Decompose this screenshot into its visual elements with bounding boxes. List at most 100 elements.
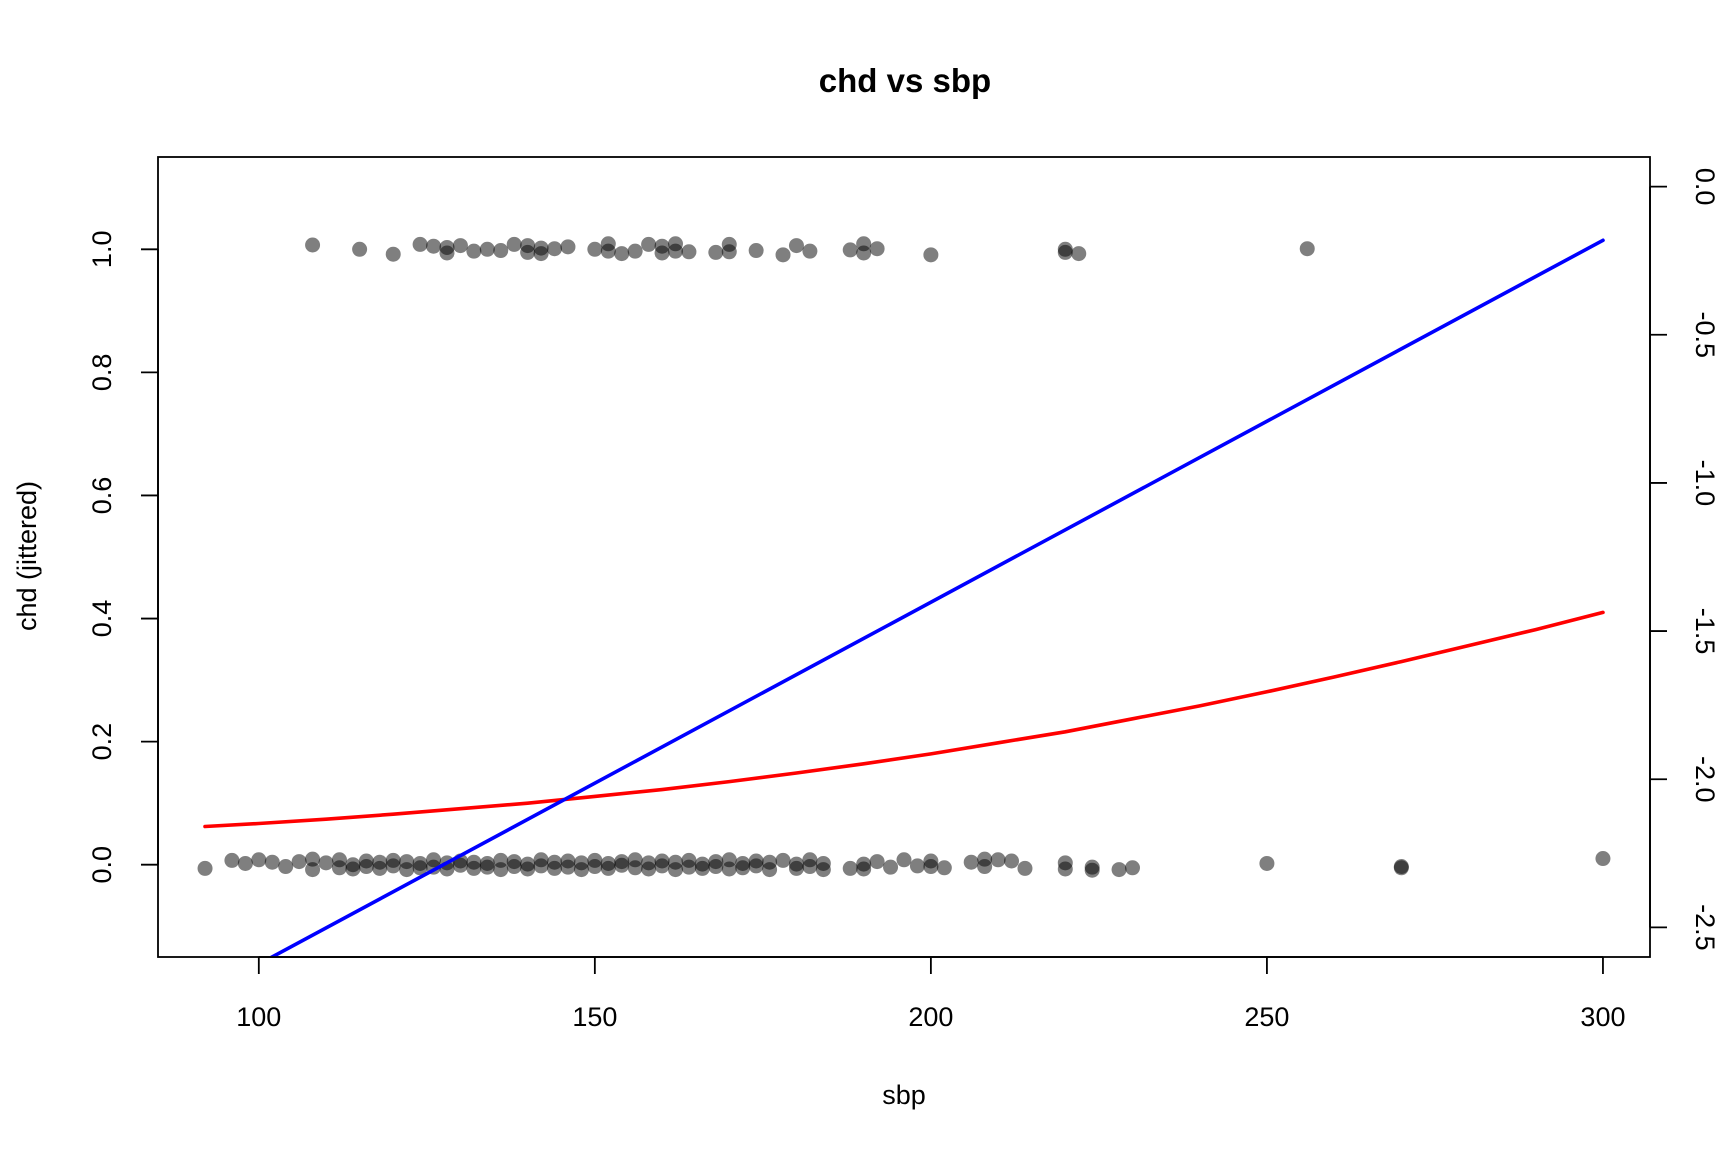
data-point — [869, 241, 885, 257]
data-point — [318, 855, 334, 871]
data-point — [533, 246, 549, 262]
data-point — [1057, 861, 1073, 877]
data-point — [1111, 862, 1127, 878]
data-point — [305, 862, 321, 878]
data-point — [224, 852, 240, 868]
data-point — [869, 854, 885, 870]
y-axis-right: 0.0 -0.5 -1.0 -1.5 -2.0 -2.5 — [1649, 168, 1720, 951]
data-point — [842, 242, 858, 258]
data-point — [426, 238, 442, 254]
data-point — [963, 854, 979, 870]
logit-line — [268, 238, 1605, 957]
data-point — [802, 243, 818, 259]
data-point — [587, 859, 603, 875]
data-point — [735, 860, 751, 876]
data-point — [466, 860, 482, 876]
data-point — [654, 245, 670, 261]
data-point — [291, 854, 307, 870]
data-point — [977, 851, 993, 867]
data-point — [788, 860, 804, 876]
data-point — [641, 861, 657, 877]
data-point — [439, 245, 455, 261]
data-point — [856, 245, 872, 261]
data-point — [331, 852, 347, 868]
data-point — [399, 862, 415, 878]
x-tick-label: 300 — [1580, 1002, 1625, 1032]
data-point — [775, 852, 791, 868]
data-point — [748, 243, 764, 259]
chart-title: chd vs sbp — [819, 62, 991, 99]
data-point — [762, 862, 778, 878]
data-point — [352, 241, 368, 257]
data-point — [681, 859, 697, 875]
data-point — [412, 236, 428, 252]
data-point — [600, 243, 616, 259]
data-point — [923, 247, 939, 263]
data-point — [547, 860, 563, 876]
data-point — [237, 855, 253, 871]
data-point — [614, 857, 630, 873]
y2-tick-label: -1.5 — [1690, 608, 1720, 655]
data-point — [560, 239, 576, 255]
data-point — [694, 860, 710, 876]
data-point — [1259, 855, 1275, 871]
data-point — [990, 852, 1006, 868]
y-tick-label: 0.4 — [87, 600, 117, 638]
x-tick-label: 150 — [572, 1002, 617, 1032]
x-tick-label: 100 — [236, 1002, 281, 1032]
y-tick-label: 0.6 — [87, 477, 117, 515]
data-point — [815, 862, 831, 878]
data-point — [197, 860, 213, 876]
data-point — [896, 852, 912, 868]
data-point — [493, 862, 509, 878]
data-point — [533, 858, 549, 874]
data-point — [251, 852, 267, 868]
data-point — [923, 859, 939, 875]
data-point — [305, 851, 321, 867]
data-point — [479, 241, 495, 257]
data-point — [1595, 851, 1611, 867]
data-point — [667, 243, 683, 259]
data-point — [936, 860, 952, 876]
data-point — [547, 241, 563, 257]
x-tick-label: 250 — [1244, 1002, 1289, 1032]
data-point — [345, 861, 361, 877]
y2-tick-label: -2.5 — [1690, 904, 1720, 951]
y-axis-label: chd (jittered) — [12, 481, 42, 631]
data-point — [856, 861, 872, 877]
data-point — [1125, 860, 1141, 876]
plot-frame — [157, 156, 1651, 958]
data-point — [452, 238, 468, 254]
data-point — [1057, 244, 1073, 260]
y-tick-label: 1.0 — [87, 231, 117, 269]
y-axis-left: 0.0 0.2 0.4 0.6 0.8 1.0 — [87, 231, 159, 884]
data-point — [788, 238, 804, 254]
data-point — [264, 854, 280, 870]
data-point — [493, 243, 509, 259]
data-point — [909, 858, 925, 874]
data-point — [708, 859, 724, 875]
y-tick-label: 0.2 — [87, 723, 117, 761]
data-point — [667, 862, 683, 878]
probability-curve — [203, 610, 1605, 829]
y-tick-label: 0.0 — [87, 846, 117, 884]
data-layer — [197, 236, 1611, 957]
data-point — [1017, 860, 1033, 876]
data-point — [520, 861, 536, 877]
data-point — [278, 859, 294, 875]
data-point — [479, 859, 495, 875]
data-point — [775, 247, 791, 263]
data-point — [305, 237, 321, 253]
data-point — [708, 244, 724, 260]
data-point — [802, 859, 818, 875]
data-point — [385, 246, 401, 262]
y2-tick-label: -2.0 — [1690, 756, 1720, 803]
data-point — [654, 858, 670, 874]
data-point — [385, 858, 401, 874]
data-point — [573, 862, 589, 878]
data-point — [506, 859, 522, 875]
plot-area — [197, 236, 1611, 957]
data-point — [587, 241, 603, 257]
data-point — [627, 243, 643, 259]
